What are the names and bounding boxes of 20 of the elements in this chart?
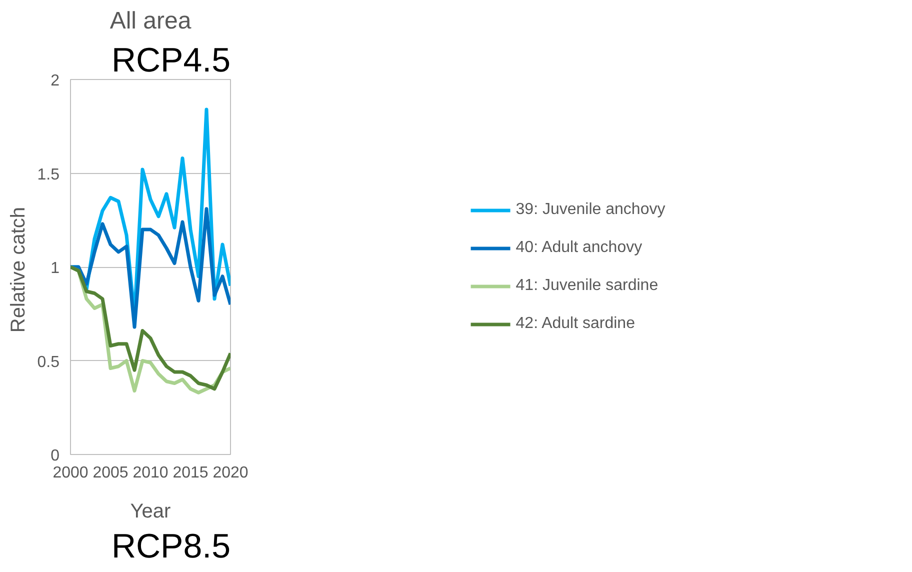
legend-label: 41: Juvenile sardine: [516, 276, 658, 294]
x-tick-label: 2015: [172, 464, 208, 482]
y-tick-label: 0: [50, 448, 60, 464]
x-tick-label: 2020: [212, 464, 248, 482]
y-tick-label: 1: [50, 260, 60, 277]
y-tick-label: 0.5: [37, 354, 60, 371]
legend-label: 42: Adult sardine: [516, 314, 635, 332]
x-tick-label: 2005: [92, 464, 128, 482]
legend-label: 39: Juvenile anchovy: [516, 200, 666, 218]
x-tick-label: 2010: [132, 464, 168, 482]
chart-title: All area: [110, 8, 192, 34]
y-axis-title: Relative catch: [7, 206, 30, 333]
legend-label: 40: Adult anchovy: [516, 238, 642, 256]
y-tick-label: 2: [50, 72, 60, 90]
line-series: [70, 207, 230, 329]
x-tick-label: 2000: [52, 464, 88, 482]
text: RCP8.5: [111, 528, 231, 566]
y-tick-label: 1.5: [37, 166, 60, 184]
x-axis-title: Year: [130, 500, 172, 522]
text: RCP4.5: [111, 42, 231, 80]
